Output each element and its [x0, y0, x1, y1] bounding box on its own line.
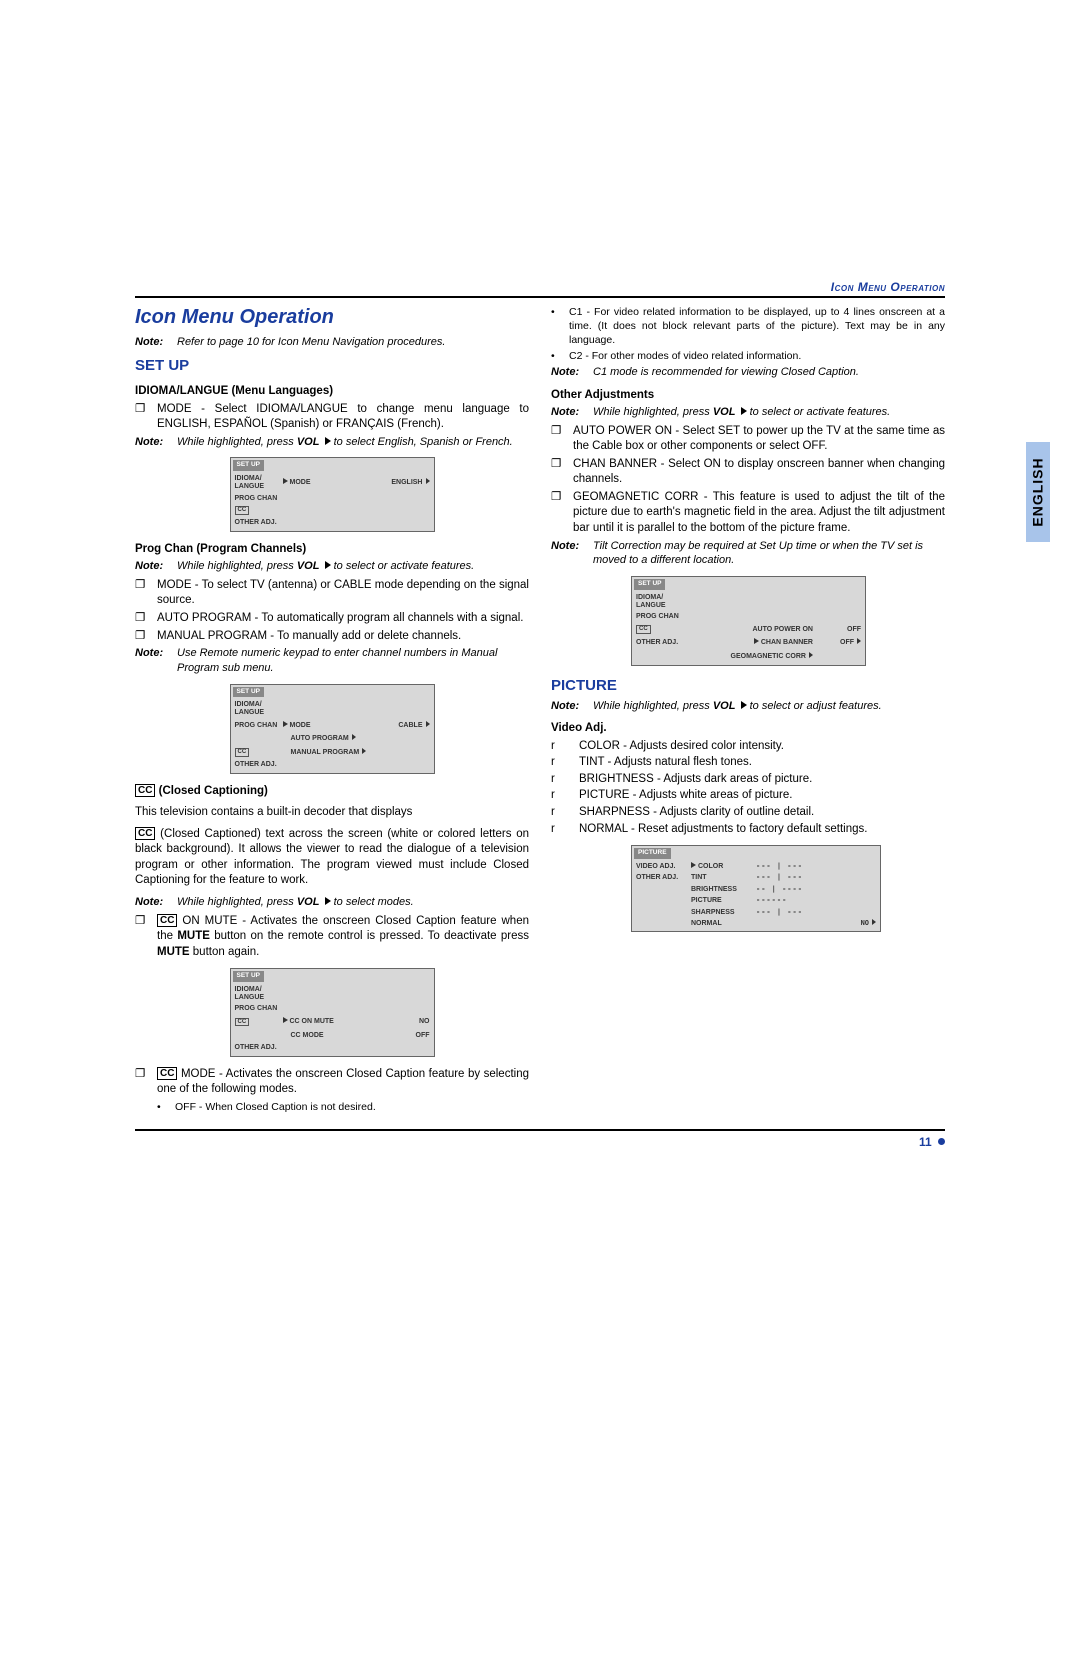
note-top: Note: Refer to page 10 for Icon Menu Nav…	[135, 335, 529, 350]
language-tab-label: ENGLISH	[1030, 457, 1046, 526]
cc-heading: CC (Closed Captioning)	[135, 784, 529, 800]
top-rule	[135, 296, 945, 298]
page-content: Icon Menu Operation Icon Menu Operation …	[135, 280, 945, 1149]
menu-figure-prog: SET UP IDIOMA/LANGUE PROG CHAN MODE CABL…	[230, 684, 435, 774]
video-adj-heading: Video Adj.	[551, 721, 945, 737]
right-column: •C1 - For video related information to b…	[551, 304, 945, 1115]
picture-heading: PICTURE	[551, 676, 945, 696]
menu-figure-cc: SET UP IDIOMA/LANGUE PROG CHAN CC CC ON …	[230, 968, 435, 1056]
prog-note: Note: While highlighted, press VOL to se…	[135, 559, 529, 574]
cc-note: Note: While highlighted, press VOL to se…	[135, 895, 529, 910]
cc-onmute: ❐ CC ON MUTE - Activates the onscreen Cl…	[135, 914, 529, 961]
page-title: Icon Menu Operation	[135, 304, 529, 331]
cc-mode-bullet: ❐ CC MODE - Activates the onscreen Close…	[135, 1067, 529, 1098]
prog-note2: Note: Use Remote numeric keypad to enter…	[135, 646, 529, 676]
cc-para1: This television contains a built-in deco…	[135, 805, 529, 821]
cc-c1-note: Note: C1 mode is recommended for viewing…	[551, 365, 945, 380]
other-note2: Note: Tilt Correction may be required at…	[551, 539, 945, 569]
picture-note: Note: While highlighted, press VOL to se…	[551, 699, 945, 714]
note-label: Note:	[135, 335, 177, 350]
bottom-rule	[135, 1129, 945, 1131]
idioma-note: Note: While highlighted, press VOL to se…	[135, 435, 529, 450]
setup-heading: SET UP	[135, 356, 529, 376]
columns: Icon Menu Operation Note: Refer to page …	[135, 304, 945, 1115]
running-header: Icon Menu Operation	[135, 280, 945, 294]
language-tab: ENGLISH	[1026, 442, 1050, 542]
other-heading: Other Adjustments	[551, 388, 945, 404]
menu-figure-picture: PICTURE VIDEO ADJ.COLOR--- | --- OTHER A…	[631, 845, 881, 932]
page-number: 11	[135, 1135, 945, 1149]
idioma-bullet: ❐ MODE - Select IDIOMA/LANGUE to change …	[135, 402, 529, 433]
cc-para2: CC (Closed Captioned) text across the sc…	[135, 827, 529, 889]
idioma-heading: IDIOMA/LANGUE (Menu Languages)	[135, 384, 529, 400]
left-column: Icon Menu Operation Note: Refer to page …	[135, 304, 529, 1115]
prog-heading: Prog Chan (Program Channels)	[135, 542, 529, 558]
menu-figure-idioma: SET UP IDIOMA/LANGUE MODE ENGLISH PROG C…	[230, 457, 435, 531]
other-note: Note: While highlighted, press VOL to se…	[551, 405, 945, 420]
menu-figure-other: SET UP IDIOMA/LANGUE PROG CHAN CCAUTO PO…	[631, 576, 866, 666]
